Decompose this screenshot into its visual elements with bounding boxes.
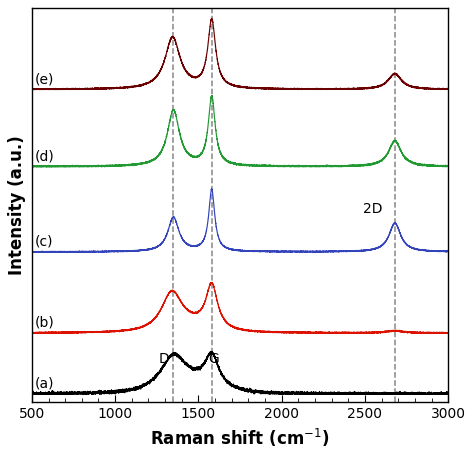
Text: (d): (d) bbox=[35, 149, 55, 164]
Text: (b): (b) bbox=[35, 316, 55, 330]
Text: 2D: 2D bbox=[363, 202, 383, 216]
X-axis label: Raman shift (cm$^{-1}$): Raman shift (cm$^{-1}$) bbox=[150, 426, 330, 449]
Text: D: D bbox=[159, 352, 170, 367]
Y-axis label: Intensity (a.u.): Intensity (a.u.) bbox=[9, 135, 27, 275]
Text: (a): (a) bbox=[35, 377, 55, 391]
Text: G: G bbox=[208, 352, 219, 367]
Text: (c): (c) bbox=[35, 235, 54, 249]
Text: (e): (e) bbox=[35, 72, 55, 86]
